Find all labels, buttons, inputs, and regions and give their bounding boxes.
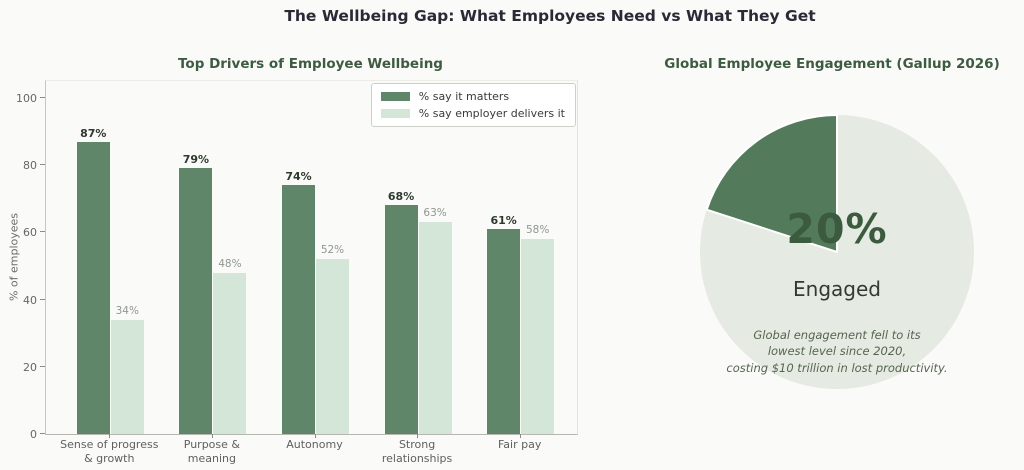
y-tick-label-40: 40 <box>23 293 37 307</box>
bar-value-label: 68% <box>387 190 415 204</box>
pie-percentage-label: 20% <box>786 205 888 253</box>
x-tick-mark <box>314 434 316 438</box>
y-tick-mark <box>40 96 45 98</box>
pie-chart-title: Global Employee Engagement (Gallup 2026) <box>664 56 1000 72</box>
bar-matters: 87% <box>76 127 110 434</box>
y-tick-label-80: 80 <box>23 159 37 173</box>
legend: % say it matters % say employer delivers … <box>370 83 576 127</box>
pie-engaged-label: Engaged <box>793 277 881 301</box>
y-tick-mark <box>40 164 45 166</box>
x-category-label: Sense of progress & growth <box>60 438 159 466</box>
legend-swatch-icon <box>380 92 410 101</box>
pie-annotation: Global engagement fell to its lowest lev… <box>726 328 948 375</box>
bar-value-label: 74% <box>285 170 312 184</box>
bar-plot-area: 87% 34% 79% 48% 74% 52% 68% 63% 61% 58% % say it … <box>16 80 578 441</box>
x-axis-category-labels: Sense of progress & growth Purpose & mean… <box>45 438 576 467</box>
y-tick-label-100: 100 <box>16 91 37 105</box>
bar-group: 87% 34% <box>59 81 162 434</box>
pie-slice-engaged <box>705 114 838 253</box>
x-category-label: Autonomy <box>286 438 343 451</box>
bar-delivers: 63% <box>418 207 452 434</box>
bar-value-label: 61% <box>490 213 517 227</box>
y-tick-label-20: 20 <box>23 360 37 374</box>
bar-chart-title: Top Drivers of Employee Wellbeing <box>178 56 443 72</box>
x-tick-mark <box>211 434 213 438</box>
y-tick-mark <box>40 433 45 434</box>
bar-delivers: 58% <box>521 224 555 434</box>
x-category-label: Strong relationships <box>381 438 453 466</box>
legend-entry: % say employer delivers it <box>380 107 565 120</box>
bar-delivers: 34% <box>110 305 144 434</box>
legend-label: % say employer delivers it <box>418 107 565 120</box>
bar-value-label: 87% <box>80 126 107 140</box>
bar-group: 61% 58% <box>469 81 572 434</box>
bar-matters: 79% <box>179 153 213 434</box>
x-category-label: Fair pay <box>497 438 542 451</box>
y-tick-mark <box>40 365 45 367</box>
x-tick-mark <box>519 434 521 438</box>
bar-group: 79% 48% <box>162 81 265 434</box>
bar-value-label: 63% <box>423 207 447 220</box>
bar-group: 74% 52% <box>264 81 367 434</box>
y-axis-label: % of employees <box>7 212 21 302</box>
main-title: The Wellbeing Gap: What Employees Need v… <box>284 7 816 25</box>
bar-value-label: 34% <box>115 304 139 317</box>
bar-delivers: 48% <box>213 258 247 434</box>
x-category-label: Purpose & meaning <box>183 438 240 466</box>
y-tick-label-60: 60 <box>23 226 37 240</box>
x-tick-mark <box>417 434 419 438</box>
bar-value-label: 58% <box>526 224 550 237</box>
bar-delivers: 52% <box>315 244 349 434</box>
bar-matters: 74% <box>281 170 315 434</box>
bar-matters: 61% <box>487 214 521 434</box>
bar-value-label: 48% <box>218 257 242 270</box>
y-tick-label-0: 0 <box>30 428 37 441</box>
y-tick-mark <box>40 231 45 233</box>
pie-chart <box>700 114 974 389</box>
bar-value-label: 52% <box>320 244 345 257</box>
legend-entry: % say it matters <box>380 90 565 103</box>
bar-matters: 68% <box>384 190 418 434</box>
x-tick-mark <box>109 434 111 438</box>
bar-value-label: 79% <box>182 153 210 167</box>
y-tick-mark <box>40 298 45 300</box>
bar-group: 68% 63% <box>367 81 470 434</box>
bar-series-container: 87% 34% 79% 48% 74% 52% 68% 63% 61% 58% <box>46 81 577 434</box>
legend-label: % say it matters <box>418 90 510 103</box>
legend-swatch-icon <box>380 109 410 118</box>
